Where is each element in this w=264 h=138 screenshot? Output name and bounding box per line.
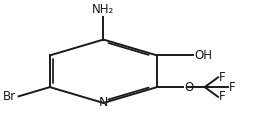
Text: NH₂: NH₂ — [92, 3, 115, 16]
Text: F: F — [219, 90, 226, 103]
Text: O: O — [184, 81, 193, 94]
Text: F: F — [229, 81, 236, 94]
Text: N: N — [99, 96, 108, 109]
Text: OH: OH — [194, 49, 213, 62]
Text: F: F — [219, 71, 226, 84]
Text: Br: Br — [3, 90, 16, 103]
